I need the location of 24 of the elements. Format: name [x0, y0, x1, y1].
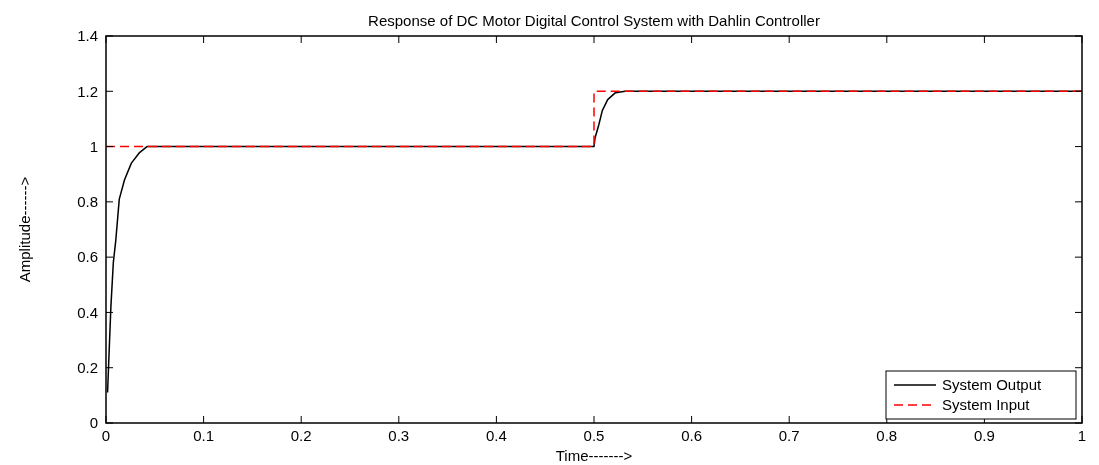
x-tick-label: 0.8 [876, 427, 898, 444]
y-tick-label: 0.4 [77, 303, 98, 321]
x-tick-label: 0 [101, 427, 111, 444]
y-tick-label: 0 [89, 414, 98, 432]
y-tick-label: 1 [89, 137, 98, 155]
x-axis-title: Time-------> [555, 447, 633, 464]
y-tick-label: 0.8 [77, 193, 98, 211]
x-tick-label: 0.9 [973, 427, 995, 444]
x-tick-label: 0.1 [193, 427, 215, 444]
x-tick-label: 0.6 [681, 427, 703, 444]
x-tick-label: 0.7 [778, 427, 800, 444]
y-tick-label: 1.2 [77, 82, 98, 100]
chart-title: Response of DC Motor Digital Control System with Dahlin Controller [368, 12, 820, 29]
x-tick-label: 0.4 [485, 427, 507, 444]
legend-label: System Output [942, 376, 1043, 394]
y-tick-label: 0.2 [77, 358, 98, 376]
legend-label: System Input [942, 396, 1031, 414]
x-tick-label: 0.5 [583, 427, 605, 444]
y-tick-label: 0.6 [77, 248, 98, 266]
x-tick-label: 0.3 [388, 427, 410, 444]
x-tick-label: 1 [1077, 427, 1087, 444]
x-tick-label: 0.2 [290, 427, 312, 444]
y-axis-title: Amplitude------> [16, 176, 33, 283]
y-tick-label: 1.4 [77, 27, 98, 45]
